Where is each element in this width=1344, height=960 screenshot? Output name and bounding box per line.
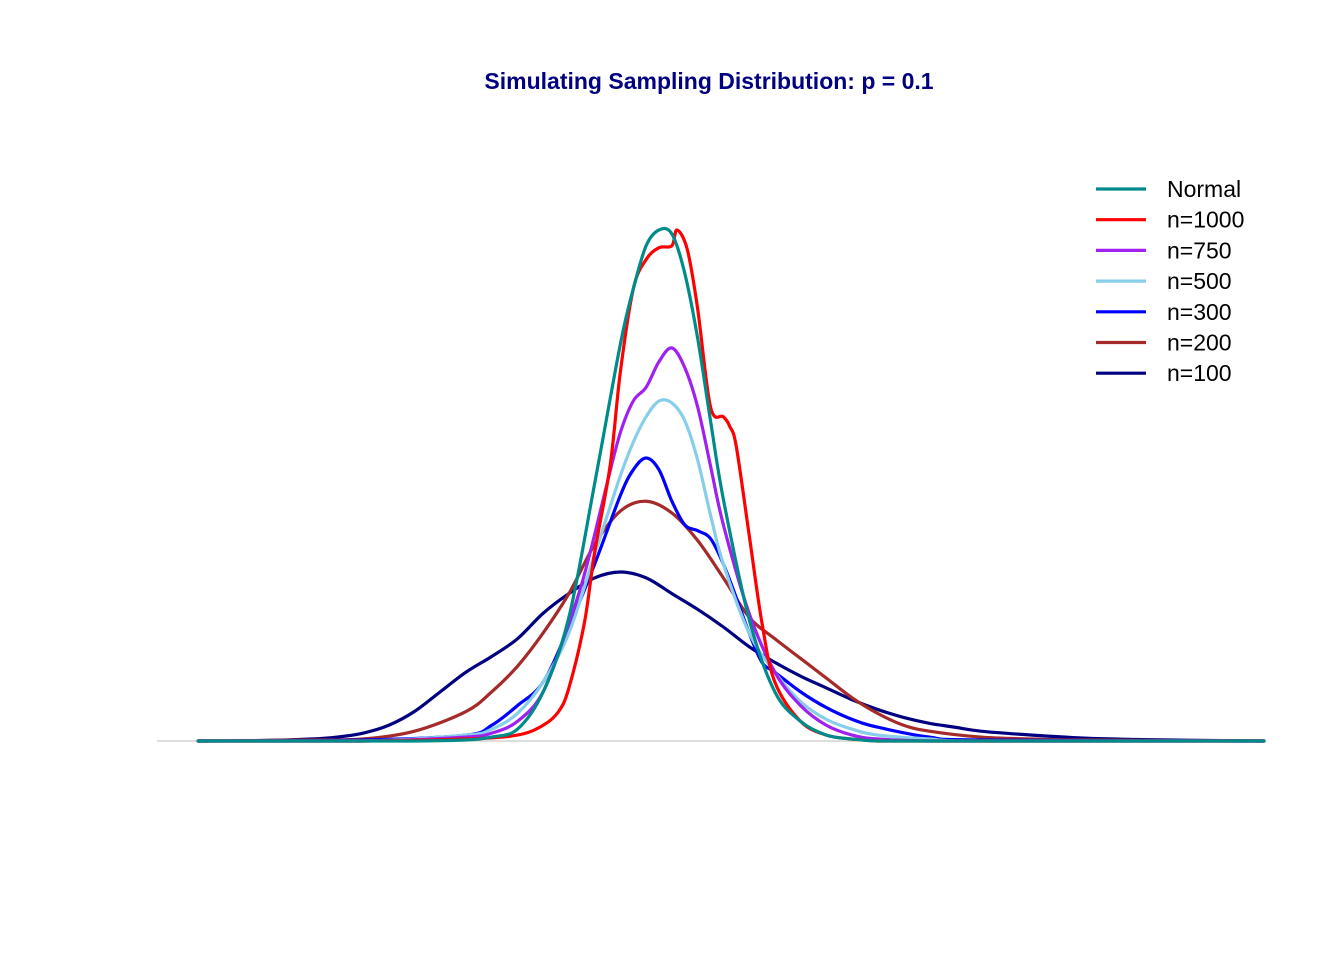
series-line-normal (196, 226, 1266, 743)
legend-label-n-200: n=200 (1167, 330, 1232, 356)
legend: Normal n=1000 n=750 n=500 n=300 n=200 n=100 (1096, 176, 1244, 386)
legend-label-normal: Normal (1167, 176, 1241, 202)
legend-label-n-750: n=750 (1167, 237, 1232, 263)
series-layer (196, 226, 1266, 743)
legend-label-n-500: n=500 (1167, 268, 1232, 294)
series-line-n-1000 (196, 228, 1266, 743)
chart-title: Simulating Sampling Distribution: p = 0.… (484, 68, 933, 94)
series-line-n-750 (196, 346, 1266, 743)
legend-label-n-100: n=100 (1167, 360, 1232, 386)
series-line-n-300 (196, 456, 1266, 743)
series-line-n-500 (196, 398, 1266, 743)
series-line-n-100 (196, 570, 1266, 743)
series-line-n-200 (196, 499, 1266, 743)
legend-label-n-1000: n=1000 (1167, 207, 1244, 233)
legend-label-n-300: n=300 (1167, 299, 1232, 325)
